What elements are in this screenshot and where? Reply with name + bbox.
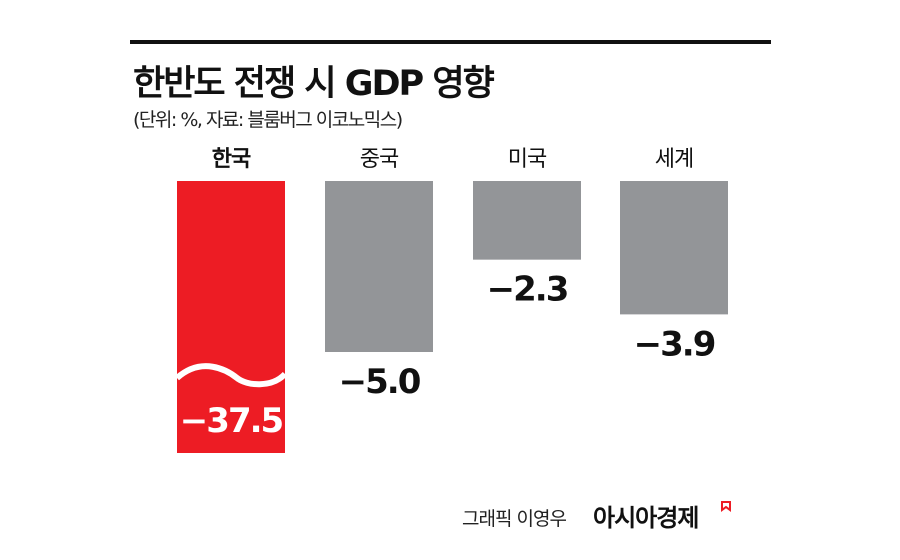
category-label: 한국 [212, 147, 251, 172]
credit-text: 그래픽 이영우 [462, 508, 566, 530]
brand-mark-icon [721, 501, 731, 512]
data-label: −3.9 [634, 324, 715, 364]
category-label: 중국 [360, 147, 399, 172]
chart-subtitle: (단위: %, 자료: 블룸버그 이코노믹스) [133, 109, 402, 131]
category-label: 세계 [655, 147, 693, 172]
chart-title: 한반도 전쟁 시 GDP 영향 [133, 64, 495, 104]
data-label: −37.5 [180, 401, 283, 441]
data-label: −5.0 [339, 362, 421, 402]
brand-logo: 아시아경제 [593, 504, 698, 532]
bar [325, 181, 433, 352]
data-label: −2.3 [487, 270, 568, 310]
bar [620, 181, 728, 315]
category-label: 미국 [508, 147, 547, 172]
top-rule [130, 40, 771, 44]
axis-break-wave [175, 363, 288, 388]
bar [177, 181, 285, 453]
bar [473, 181, 581, 260]
